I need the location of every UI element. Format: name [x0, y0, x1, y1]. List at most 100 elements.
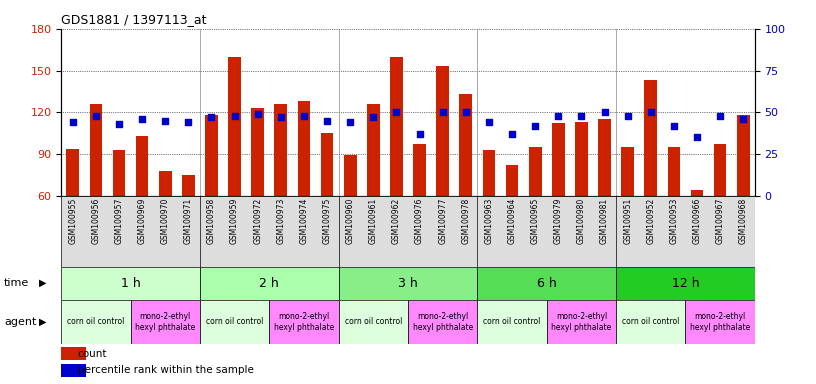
Text: GSM100979: GSM100979: [554, 198, 563, 244]
Bar: [61, 347, 86, 360]
Bar: [598, 119, 611, 196]
Point: [482, 119, 495, 126]
Text: GSM100968: GSM100968: [738, 198, 747, 244]
Bar: [131, 300, 200, 344]
Bar: [228, 56, 241, 196]
Text: GSM100981: GSM100981: [600, 198, 609, 244]
Bar: [66, 149, 79, 196]
Bar: [205, 115, 218, 196]
Text: GSM100955: GSM100955: [69, 198, 78, 244]
Bar: [690, 190, 703, 196]
Bar: [367, 104, 379, 196]
Text: 2 h: 2 h: [259, 277, 279, 290]
Bar: [274, 104, 287, 196]
Point: [713, 113, 726, 119]
Bar: [339, 300, 408, 344]
Point: [644, 109, 657, 115]
Text: GSM100971: GSM100971: [184, 198, 193, 244]
Point: [574, 113, 588, 119]
Bar: [645, 80, 657, 196]
Text: GSM100978: GSM100978: [461, 198, 470, 244]
Point: [390, 109, 403, 115]
Text: GSM100960: GSM100960: [346, 198, 355, 244]
Text: GSM100952: GSM100952: [646, 198, 655, 244]
Text: GSM100972: GSM100972: [253, 198, 262, 244]
Bar: [667, 147, 681, 196]
Text: GSM100967: GSM100967: [716, 198, 725, 244]
Text: GSM100976: GSM100976: [415, 198, 424, 244]
Bar: [482, 150, 495, 196]
Point: [366, 114, 379, 121]
Text: 6 h: 6 h: [537, 277, 557, 290]
Text: GSM100980: GSM100980: [577, 198, 586, 244]
Text: GSM100964: GSM100964: [508, 198, 517, 244]
Point: [459, 109, 472, 115]
Point: [321, 118, 334, 124]
Bar: [413, 144, 426, 196]
Bar: [616, 300, 685, 344]
Text: ▶: ▶: [39, 316, 47, 327]
Point: [413, 131, 426, 137]
Text: 3 h: 3 h: [398, 277, 418, 290]
Text: corn oil control: corn oil control: [206, 317, 264, 326]
Text: ▶: ▶: [39, 278, 47, 288]
Point: [598, 109, 611, 115]
Bar: [506, 165, 518, 196]
Bar: [552, 124, 565, 196]
Text: corn oil control: corn oil control: [622, 317, 680, 326]
Text: mono-2-ethyl
hexyl phthalate: mono-2-ethyl hexyl phthalate: [274, 311, 334, 332]
Text: mono-2-ethyl
hexyl phthalate: mono-2-ethyl hexyl phthalate: [135, 311, 195, 332]
Bar: [529, 147, 542, 196]
Text: mono-2-ethyl
hexyl phthalate: mono-2-ethyl hexyl phthalate: [690, 311, 750, 332]
Point: [158, 118, 171, 124]
Bar: [685, 300, 755, 344]
Bar: [390, 56, 403, 196]
Bar: [339, 267, 477, 300]
Text: corn oil control: corn oil control: [483, 317, 541, 326]
Text: GSM100970: GSM100970: [161, 198, 170, 244]
Text: GSM100956: GSM100956: [91, 198, 100, 244]
Point: [135, 116, 149, 122]
Bar: [714, 144, 726, 196]
Point: [228, 113, 242, 119]
Bar: [575, 122, 588, 196]
Bar: [61, 300, 131, 344]
Bar: [344, 156, 357, 196]
Bar: [200, 300, 269, 344]
Bar: [737, 115, 750, 196]
Text: 12 h: 12 h: [672, 277, 699, 290]
Text: GSM100975: GSM100975: [322, 198, 331, 244]
Text: GSM100957: GSM100957: [114, 198, 123, 244]
Text: corn oil control: corn oil control: [67, 317, 125, 326]
Text: GSM100965: GSM100965: [530, 198, 539, 244]
Text: agent: agent: [4, 316, 37, 327]
Text: percentile rank within the sample: percentile rank within the sample: [78, 365, 254, 375]
Text: GSM100973: GSM100973: [277, 198, 286, 244]
Bar: [616, 267, 755, 300]
Bar: [298, 101, 310, 196]
Bar: [269, 300, 339, 344]
Point: [505, 131, 519, 137]
Text: GSM100953: GSM100953: [669, 198, 678, 244]
Bar: [477, 267, 616, 300]
Bar: [621, 147, 634, 196]
Text: GSM100974: GSM100974: [299, 198, 308, 244]
Bar: [200, 267, 339, 300]
Point: [274, 114, 287, 121]
Point: [344, 119, 357, 126]
Text: GSM100961: GSM100961: [369, 198, 378, 244]
Point: [436, 109, 449, 115]
Text: GDS1881 / 1397113_at: GDS1881 / 1397113_at: [61, 13, 206, 26]
Text: 1 h: 1 h: [121, 277, 140, 290]
Point: [182, 119, 195, 126]
Text: count: count: [78, 349, 107, 359]
Point: [89, 113, 103, 119]
Text: GSM100963: GSM100963: [485, 198, 494, 244]
Text: GSM100962: GSM100962: [392, 198, 401, 244]
Bar: [182, 175, 195, 196]
Text: GSM100959: GSM100959: [230, 198, 239, 244]
Point: [667, 122, 681, 129]
Bar: [61, 364, 86, 376]
Text: GSM100951: GSM100951: [623, 198, 632, 244]
Text: GSM100966: GSM100966: [693, 198, 702, 244]
